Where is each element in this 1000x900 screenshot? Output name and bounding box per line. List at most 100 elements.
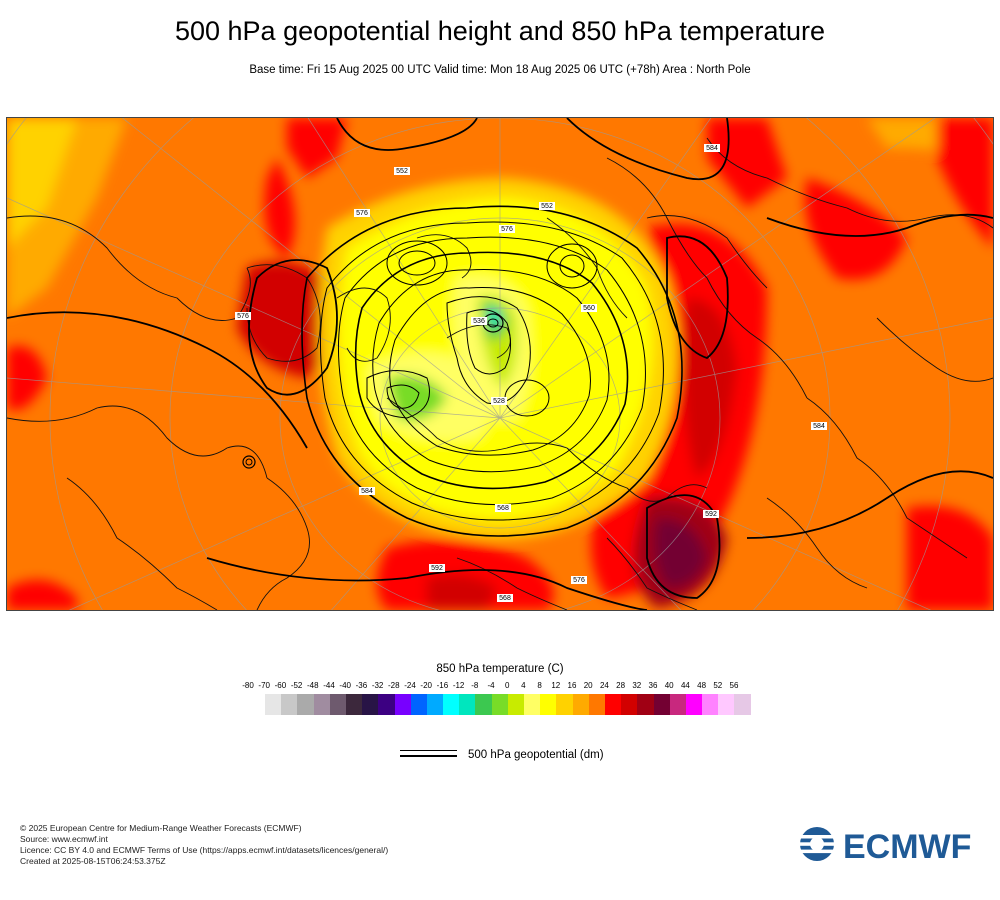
legend-tick-label: -8	[471, 681, 479, 690]
legend-color-swatch	[572, 694, 589, 715]
legend-tick-label: 44	[680, 681, 690, 690]
legend-color-swatch	[345, 694, 363, 715]
created-line: Created at 2025-08-15T06:24:53.375Z	[20, 856, 166, 866]
legend-tick-label: -48	[307, 681, 319, 690]
legend-tick-label: -40	[339, 681, 351, 690]
credits: © 2025 European Centre for Medium-Range …	[20, 823, 388, 867]
legend-tick-label: 36	[648, 681, 658, 690]
contour-label: 584	[704, 144, 720, 152]
legend-tick-label: -16	[436, 681, 449, 690]
svg-text:576: 576	[501, 226, 513, 233]
legend-tick-label: 52	[713, 681, 723, 690]
contour-label: 576	[354, 209, 370, 217]
legend-color-swatch	[443, 694, 460, 715]
contour-label: 568	[495, 504, 511, 512]
contour-label: 592	[429, 564, 445, 572]
contour-label: 560	[581, 304, 597, 312]
svg-text:592: 592	[431, 565, 443, 572]
legend-tick-label: -4	[487, 681, 495, 690]
legend-color-swatch	[378, 694, 395, 715]
svg-text:584: 584	[813, 423, 825, 430]
legend-color-swatch	[653, 694, 670, 715]
legend-tick-label: 20	[583, 681, 593, 690]
legend-color-swatch	[297, 694, 314, 715]
svg-text:576: 576	[356, 210, 368, 217]
temperature-shading	[7, 118, 993, 610]
legend-tick-label: 28	[616, 681, 626, 690]
legend-tick-label: 12	[551, 681, 561, 690]
svg-text:576: 576	[237, 313, 249, 320]
ecmwf-logo: ECMWF	[795, 826, 985, 866]
legend-color-swatch	[281, 694, 298, 715]
svg-text:552: 552	[396, 168, 408, 175]
svg-text:536: 536	[473, 318, 485, 325]
legend-color-swatch	[604, 694, 622, 715]
contour-label: 536	[471, 317, 487, 325]
legend-tick-label: -12	[452, 681, 465, 690]
legend-tick-label: -24	[404, 681, 416, 690]
legend-color-swatch	[621, 694, 638, 715]
legend-colorbar	[265, 694, 751, 715]
copyright-line: © 2025 European Centre for Medium-Range …	[20, 823, 302, 833]
svg-text:528: 528	[493, 398, 505, 405]
legend-tick-label: 32	[632, 681, 642, 690]
contour-label: 576	[571, 576, 587, 584]
legend-color-swatch	[265, 694, 282, 715]
geopotential-legend-label: 500 hPa geopotential (dm)	[468, 749, 604, 761]
legend-tick-label: -36	[355, 681, 368, 690]
legend-color-swatch	[313, 694, 330, 715]
weather-map: 576 552 584 576 560 536 528 552 584 592 …	[6, 117, 994, 611]
legend-title: 850 hPa temperature (C)	[436, 663, 564, 675]
contour-label: 576	[499, 225, 515, 233]
legend-tick-label: -32	[371, 681, 384, 690]
ecmwf-logo-text: ECMWF	[843, 828, 971, 862]
legend-color-swatch	[734, 694, 751, 715]
legend-ticks: -80 -70 -60 -52 -48 -44 -40 -36 -32 -28 -24 -20 -16-…	[239, 681, 759, 693]
svg-text:568: 568	[497, 505, 509, 512]
legend-tick-label: 0	[504, 681, 510, 690]
legend-color-swatch	[540, 694, 557, 715]
contour-label: 592	[703, 510, 719, 518]
legend-tick-label: 48	[697, 681, 707, 690]
legend-color-swatch	[685, 694, 703, 715]
legend-color-swatch	[588, 694, 605, 715]
legend-tick-label: -60	[274, 681, 287, 690]
legend-color-swatch	[524, 694, 541, 715]
geopotential-line-sample	[400, 750, 457, 757]
legend-tick-label: 40	[664, 681, 674, 690]
svg-text:584: 584	[361, 488, 373, 495]
source-line: Source: www.ecmwf.int	[20, 834, 108, 844]
legend-color-swatch	[394, 694, 411, 715]
legend-tick-label: -28	[388, 681, 400, 690]
contour-label: 568	[497, 594, 513, 602]
contour-label: 552	[394, 167, 410, 175]
legend-tick-label: 24	[599, 681, 609, 690]
legend-color-swatch	[329, 694, 346, 715]
legend-color-swatch	[702, 694, 719, 715]
svg-text:560: 560	[583, 305, 595, 312]
svg-text:552: 552	[541, 203, 553, 210]
legend-tick-label: -52	[290, 681, 303, 690]
contour-labels: 576 552 584 576 560 536 528 552 584 592 …	[235, 144, 827, 602]
map-canvas: 576 552 584 576 560 536 528 552 584 592 …	[7, 118, 993, 610]
legend-tick-label: -70	[258, 681, 270, 690]
contour-label: 584	[359, 487, 375, 495]
legend-tick-label: 16	[567, 681, 577, 690]
contour-label: 584	[811, 422, 827, 430]
legend-color-swatch	[491, 694, 508, 715]
legend-tick-label: -20	[420, 681, 432, 690]
contour-label: 552	[539, 202, 555, 210]
legend-color-swatch	[426, 694, 444, 715]
legend-color-swatch	[669, 694, 686, 715]
legend-tick-label: -80	[242, 681, 254, 690]
legend-color-swatch	[556, 694, 573, 715]
legend-color-swatch	[637, 694, 654, 715]
legend-tick-label: 8	[537, 681, 542, 690]
svg-text:568: 568	[499, 595, 511, 602]
legend-color-swatch	[475, 694, 492, 715]
legend-color-swatch	[410, 694, 427, 715]
legend-color-swatch	[362, 694, 379, 715]
legend-tick-label: 4	[521, 681, 526, 690]
svg-text:584: 584	[706, 145, 718, 152]
geopotential-contours	[7, 118, 993, 610]
